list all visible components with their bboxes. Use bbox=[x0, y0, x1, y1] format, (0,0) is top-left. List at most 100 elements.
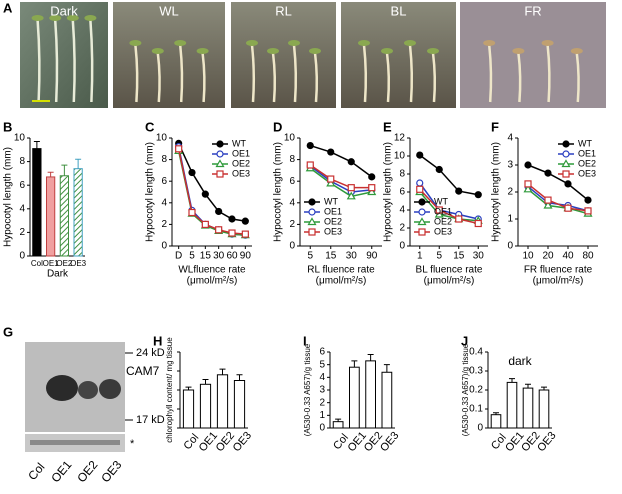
legend-marker bbox=[307, 217, 317, 226]
error-bar bbox=[525, 383, 531, 389]
y-tick-label: 10 bbox=[284, 133, 296, 144]
bar bbox=[182, 389, 195, 429]
lane-label: OE1 bbox=[48, 458, 74, 486]
point bbox=[524, 161, 532, 169]
line bbox=[527, 183, 589, 212]
seedling bbox=[36, 19, 41, 103]
chart: J00.10.20.30.4(A530-0.33 A657)/g tissueC… bbox=[461, 333, 559, 454]
y-tick-label: 2 bbox=[507, 187, 513, 198]
bar bbox=[538, 389, 550, 429]
legend-marker bbox=[562, 150, 570, 158]
legend-label: OE1 bbox=[578, 148, 596, 158]
point bbox=[368, 184, 376, 192]
line bbox=[527, 188, 589, 215]
legend-label: OE3 bbox=[324, 226, 342, 236]
y-axis-label: Hypocotyl length (mm) bbox=[491, 142, 502, 242]
point bbox=[175, 145, 183, 153]
point bbox=[347, 184, 355, 192]
point bbox=[241, 230, 249, 238]
y-tick-label: 0 bbox=[507, 241, 513, 252]
seedling bbox=[546, 44, 551, 103]
point bbox=[201, 190, 209, 198]
x-tick-label: 5 bbox=[436, 251, 442, 262]
panel-label: J bbox=[461, 333, 468, 348]
point bbox=[416, 179, 424, 187]
line bbox=[309, 165, 372, 193]
legend-label: OE3 bbox=[578, 168, 596, 178]
y-tick-label: 4 bbox=[19, 203, 25, 214]
legend-label: OE2 bbox=[434, 216, 452, 226]
y-tick-label: 0 bbox=[289, 241, 295, 252]
y-tick-label: 8 bbox=[289, 154, 295, 165]
y-tick-label: 1 bbox=[507, 214, 513, 225]
x-axis-label: (μmol/m²/s) bbox=[187, 276, 238, 287]
legend-marker bbox=[418, 198, 426, 206]
y-axis-label: Hypocotyl length (mm) bbox=[145, 142, 156, 242]
y-tick-label: 10 bbox=[14, 133, 26, 144]
bar bbox=[381, 371, 393, 429]
band bbox=[99, 379, 121, 399]
seedling bbox=[487, 44, 493, 103]
photo-label: Dark bbox=[50, 3, 78, 18]
seedling bbox=[408, 44, 414, 103]
y-tick-label: 0.1 bbox=[469, 404, 483, 415]
error-bar bbox=[61, 164, 68, 176]
bar bbox=[233, 380, 246, 429]
seedling bbox=[362, 44, 368, 103]
legend-marker bbox=[562, 140, 570, 148]
photo bbox=[460, 2, 606, 108]
y-tick-label: 0 bbox=[19, 251, 25, 262]
y-tick-label: 10 bbox=[394, 151, 406, 162]
cotyledon bbox=[84, 15, 97, 21]
error-bar bbox=[202, 379, 209, 385]
x-tick-label: OE1 bbox=[43, 259, 60, 268]
cotyledon bbox=[267, 48, 279, 54]
error-bar bbox=[185, 386, 192, 390]
bar bbox=[46, 176, 56, 257]
x-tick-label: 30 bbox=[473, 251, 485, 262]
cotyledon bbox=[66, 15, 79, 21]
panel-label: C bbox=[145, 119, 155, 134]
cotyledon bbox=[174, 40, 187, 46]
blot-marker: 17 kD bbox=[136, 414, 165, 426]
x-tick-label: 20 bbox=[542, 251, 554, 262]
legend-label: OE1 bbox=[434, 206, 452, 216]
line bbox=[419, 154, 479, 196]
point bbox=[455, 187, 463, 195]
bar bbox=[365, 360, 376, 429]
y-axis-label: Hypocotyl length (mm) bbox=[273, 142, 284, 242]
seedling bbox=[313, 52, 319, 103]
x-axis-label: (μmol/m²/s) bbox=[533, 276, 584, 287]
y-tick-label: 0.4 bbox=[469, 347, 483, 358]
x-tick-label: Col bbox=[31, 259, 43, 268]
legend-marker bbox=[216, 140, 224, 148]
legend-marker bbox=[215, 159, 225, 168]
x-tick-label: 1 bbox=[417, 251, 423, 262]
error-bar bbox=[493, 412, 499, 415]
photo-label: RL bbox=[275, 3, 292, 18]
panel-label: B bbox=[3, 119, 12, 134]
x-axis-label: WLfluence rate bbox=[178, 265, 246, 276]
point bbox=[416, 151, 424, 159]
point bbox=[584, 207, 592, 215]
error-bar bbox=[219, 368, 226, 375]
x-tick-label: 15 bbox=[325, 251, 337, 262]
band bbox=[78, 381, 98, 399]
cotyledon bbox=[381, 48, 393, 54]
point bbox=[326, 178, 336, 187]
y-tick-label: 10 bbox=[156, 133, 168, 144]
y-tick-label: 4 bbox=[161, 197, 167, 208]
legend-marker bbox=[561, 159, 571, 168]
lane-label: OE2 bbox=[74, 458, 100, 486]
line bbox=[419, 191, 479, 222]
seedling bbox=[89, 19, 94, 103]
seedling bbox=[53, 19, 59, 103]
line bbox=[527, 164, 589, 201]
y-tick-label: 5 bbox=[319, 359, 325, 370]
legend-marker bbox=[308, 228, 316, 236]
error-bar bbox=[75, 158, 82, 169]
x-tick-label: OE2 bbox=[56, 259, 73, 268]
y-tick-label: 0 bbox=[477, 423, 483, 434]
